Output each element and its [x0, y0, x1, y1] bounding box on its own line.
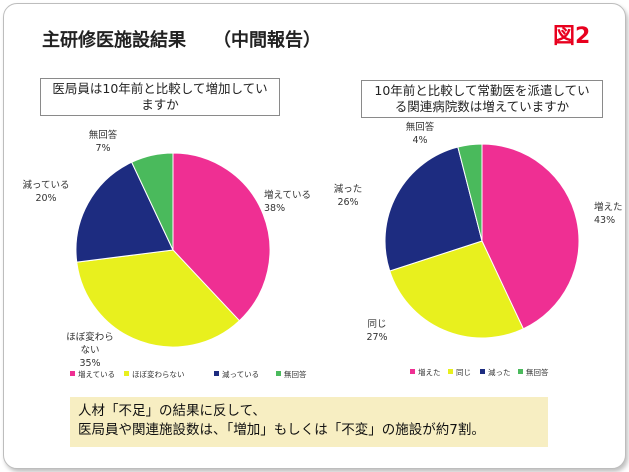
right-legend-label-3: 無回答 — [526, 367, 549, 377]
left-chart-question-line-1: 医局員は10年前と比較して増加してい — [52, 81, 268, 96]
right-legend-swatch-2 — [480, 369, 485, 374]
left-slice-label-1: ほぼ変わら — [66, 331, 114, 343]
left-legend-label-0: 増えている — [78, 369, 115, 379]
left-slice-value-1: 35% — [79, 358, 100, 369]
right-legend-label-2: 減った — [488, 367, 511, 377]
right-legend-swatch-3 — [518, 369, 523, 374]
left-pie-slice-1 — [76, 249, 241, 348]
conclusion-line-1: 人材「不足」の結果に反して、 — [78, 403, 266, 419]
left-legend-label-3: 無回答 — [284, 369, 307, 379]
left-pie-slice-0 — [172, 152, 271, 322]
right-legend-label-1: 同じ — [456, 368, 471, 377]
figure-label: 図2 — [553, 24, 591, 49]
left-legend-swatch-0 — [70, 371, 75, 376]
right-slice-value-3: 4% — [412, 135, 427, 146]
left-legend-label-1: ほぼ変わらない — [132, 369, 185, 379]
left-slice-label-2: 減っている — [22, 179, 69, 191]
right-slice-label-2: 減った — [334, 183, 363, 195]
left-pie-slice-3 — [131, 152, 174, 251]
left-slice-value-0: 38% — [264, 203, 285, 214]
page-title: 主研修医施設結果 （中間報告） — [42, 30, 321, 51]
right-pie-slice-3 — [457, 143, 483, 242]
right-slice-label-3: 無回答 — [406, 121, 435, 133]
right-slice-label-1: 同じ — [367, 319, 386, 330]
left-pie-slice-2 — [75, 161, 174, 263]
left-slice-label-1: ない — [80, 345, 99, 356]
left-slice-label-0: 増えている — [264, 189, 311, 201]
right-slice-value-1: 27% — [366, 332, 387, 343]
left-legend-label-2: 減っている — [222, 369, 259, 379]
right-legend-label-0: 増えた — [418, 367, 441, 377]
left-slice-value-2: 20% — [35, 193, 56, 204]
conclusion-note: 人材「不足」の結果に反して、 医局員や関連施設数は、「増加」もしくは「不変」の施… — [70, 397, 548, 447]
left-slice-value-3: 7% — [95, 143, 110, 154]
left-chart-question-line-2: ますか — [141, 97, 179, 112]
right-pie-slice-0 — [481, 143, 580, 330]
right-slice-value-2: 26% — [337, 197, 358, 208]
right-legend-swatch-1 — [448, 369, 453, 374]
right-legend-swatch-0 — [410, 369, 415, 374]
right-slice-label-0: 増えた — [594, 201, 623, 213]
right-chart-question-line-2: る関連病院数は増えていますか — [394, 99, 570, 114]
left-legend-swatch-3 — [276, 371, 281, 376]
right-pie-slice-1 — [389, 240, 524, 339]
conclusion-line-2: 医局員や関連施設数は、「増加」もしくは「不変」の施設が約7割。 — [78, 422, 485, 438]
right-chart-question: 10年前と比較して常勤医を派遣してい る関連病院数は増えていますか — [361, 80, 603, 118]
right-pie-slice-2 — [384, 146, 483, 272]
right-slice-value-0: 43% — [594, 215, 615, 226]
left-legend-swatch-1 — [124, 371, 129, 376]
left-legend-swatch-2 — [214, 371, 219, 376]
left-slice-label-3: 無回答 — [89, 129, 118, 141]
left-chart-question: 医局員は10年前と比較して増加してい ますか — [40, 78, 280, 116]
right-chart-question-line-1: 10年前と比較して常勤医を派遣してい — [374, 83, 590, 98]
